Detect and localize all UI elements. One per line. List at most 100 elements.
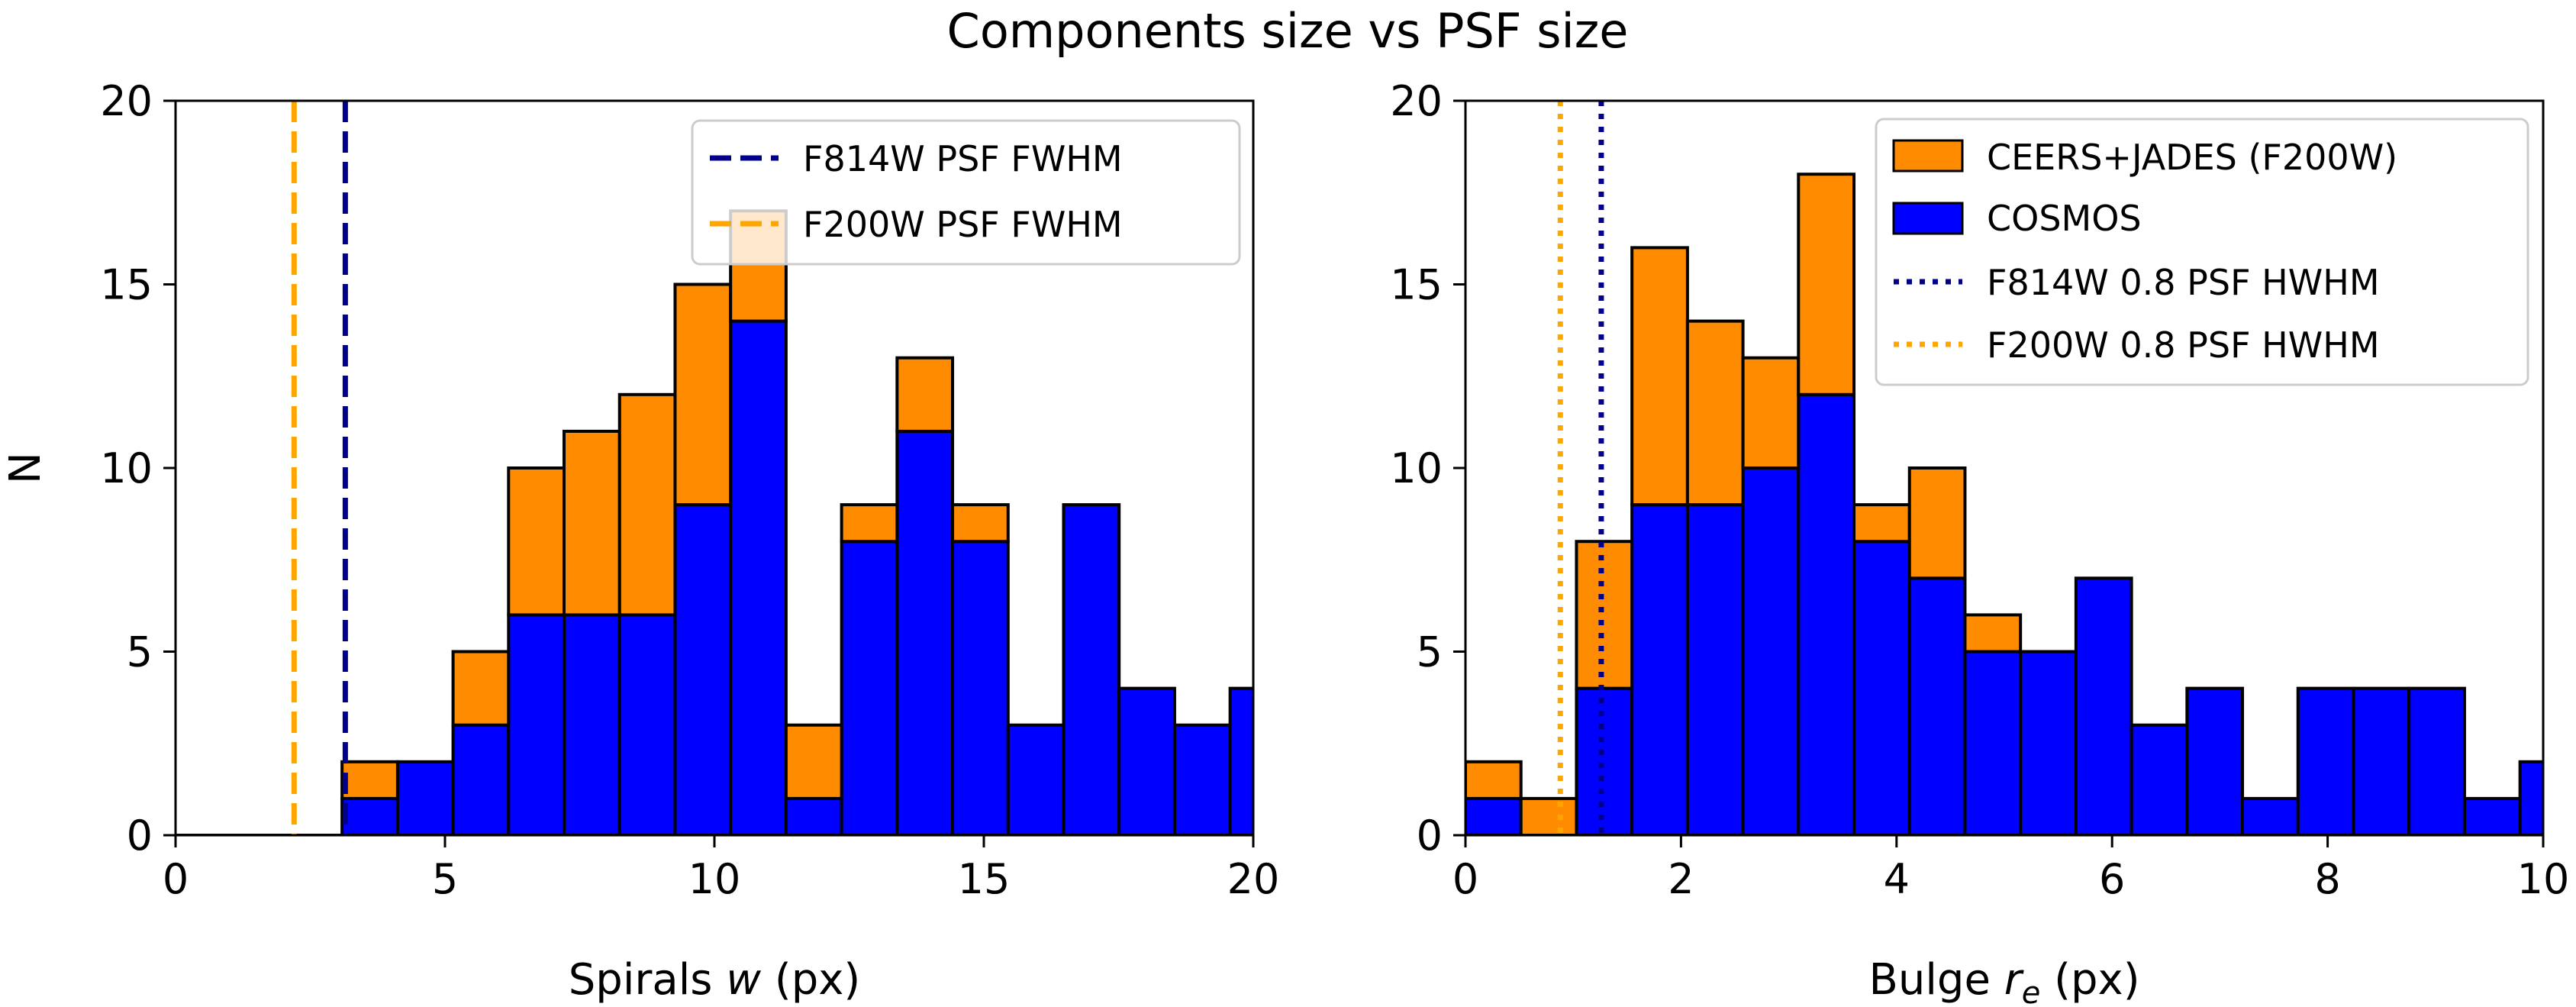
x-tick-label: 10 [688,855,741,903]
ceers-jades-bar [451,650,511,727]
right-x-label-var: r [2004,955,2024,1005]
ceers-jades-bar [784,723,843,800]
cosmos-bar [1062,503,1121,835]
ceers-jades-bar [840,503,899,544]
ceers-jades-bar [1685,319,1745,507]
y-tick-label: 0 [1417,812,1443,860]
cosmos-bar [840,540,899,835]
ceers-jades-bar [507,466,566,617]
cosmos-bar [340,796,399,835]
ceers-jades-bar [673,282,733,507]
left-y-ticks: 0 5 10 15 20 [100,77,176,860]
x-tick-label: 15 [958,855,1011,903]
left-legend-f814w-label: F814W PSF FWHM [803,138,1123,179]
left-x-ticks: 0 5 10 15 20 [163,835,1280,903]
ceers-jades-bar [1741,356,1801,470]
left-bars [176,209,1253,835]
left-legend-frame [691,119,1241,266]
right-legend-f200w-label: F200W 0.8 PSF HWHM [1987,324,2380,366]
ceers-jades-bar [563,429,621,617]
y-tick-label: 5 [127,628,153,676]
cosmos-bar [617,613,677,835]
left-chart: 0 5 10 15 20 0 5 10 15 20 Spirals w (px) N F814W… [1,77,1280,1005]
right-x-label-sub: e [2022,976,2041,1007]
ceers-jades-bar [1907,466,1967,580]
cosmos-bar [2074,576,2133,835]
cosmos-bar [1852,540,1911,835]
left-x-label-prefix: Spirals [569,955,727,1005]
y-tick-label: 20 [1390,77,1443,125]
cosmos-bar [1228,686,1253,835]
cosmos-bar [507,613,566,835]
left-legend: F814W PSF FWHM F200W PSF FWHM [691,119,1241,266]
cosmos-bar [2129,723,2189,835]
right-legend-cosmos-label: COSMOS [1987,198,2142,239]
cosmos-bar [1630,503,1689,835]
cosmos-bar [2407,686,2466,835]
ceers-jades-bar [951,503,1010,544]
cosmos-bar [1685,503,1745,835]
ceers-jades-bar [1465,760,1523,800]
left-x-label-suffix: (px) [761,955,860,1005]
cosmos-bar [1797,392,1856,835]
cosmos-bar [1006,723,1066,835]
cosmos-bar [951,540,1010,835]
y-tick-label: 15 [1390,261,1443,309]
ceers-jades-bar [617,392,677,617]
y-tick-label: 0 [127,812,153,860]
cosmos-bar [395,760,455,835]
right-x-label-prefix: Bulge [1868,955,2004,1005]
y-tick-label: 5 [1417,628,1443,676]
cosmos-bar [2296,686,2355,835]
cosmos-bar [1172,723,1232,835]
ceers-jades-bar [1852,503,1911,544]
cosmos-bar [2185,686,2245,835]
right-legend-cosmos-swatch [1892,202,1964,235]
cosmos-bar [2462,796,2522,835]
x-tick-label: 20 [1227,855,1280,903]
right-chart: 0 2 4 6 8 10 0 5 10 15 20 Bulge re (px) CEERS+JAD… [1390,77,2570,1007]
cosmos-bar [673,503,733,835]
ceers-jades-bar [1963,613,2023,654]
right-legend-ceers-swatch [1892,139,1964,173]
cosmos-bar [563,613,621,835]
cosmos-bar [1575,686,1634,835]
cosmos-bar [729,319,788,835]
x-tick-label: 0 [163,855,189,903]
y-tick-label: 20 [100,77,153,125]
right-legend-f814w-label: F814W 0.8 PSF HWHM [1987,262,2380,303]
x-tick-label: 10 [2517,855,2570,903]
cosmos-bar [451,723,511,835]
cosmos-bar [1907,576,1967,835]
right-x-axis-label: Bulge re (px) [1868,955,2139,1007]
left-y-axis-label: N [1,452,50,484]
cosmos-bar [1465,796,1523,835]
left-legend-f200w-label: F200W PSF FWHM [803,204,1123,245]
cosmos-bar [1741,466,1801,835]
cosmos-bar [2352,686,2411,835]
ceers-jades-bar [340,760,399,800]
ceers-jades-bar [1519,796,1578,835]
ceers-jades-bar [1797,173,1856,396]
right-y-ticks: 0 5 10 15 20 [1390,77,1465,860]
right-legend-ceers-label: CEERS+JADES (F200W) [1987,137,2397,178]
left-vlines [291,101,348,835]
cosmos-bar [2518,760,2543,835]
figure-suptitle: Components size vs PSF size [947,3,1629,59]
y-tick-label: 15 [100,261,153,309]
x-tick-label: 6 [2099,855,2125,903]
cosmos-bar [784,796,843,835]
x-tick-label: 0 [1452,855,1478,903]
left-x-label-var: w [726,955,761,1005]
right-x-ticks: 0 2 4 6 8 10 [1452,835,2570,903]
cosmos-bar [2241,796,2300,835]
ceers-jades-bar [1575,540,1634,690]
right-x-label-suffix: (px) [2040,955,2139,1005]
x-tick-label: 2 [1668,855,1694,903]
x-tick-label: 8 [2314,855,2340,903]
right-vlines [1557,101,1604,835]
cosmos-bar [2019,650,2078,835]
x-tick-label: 4 [1884,855,1910,903]
cosmos-bar [1963,650,2023,835]
